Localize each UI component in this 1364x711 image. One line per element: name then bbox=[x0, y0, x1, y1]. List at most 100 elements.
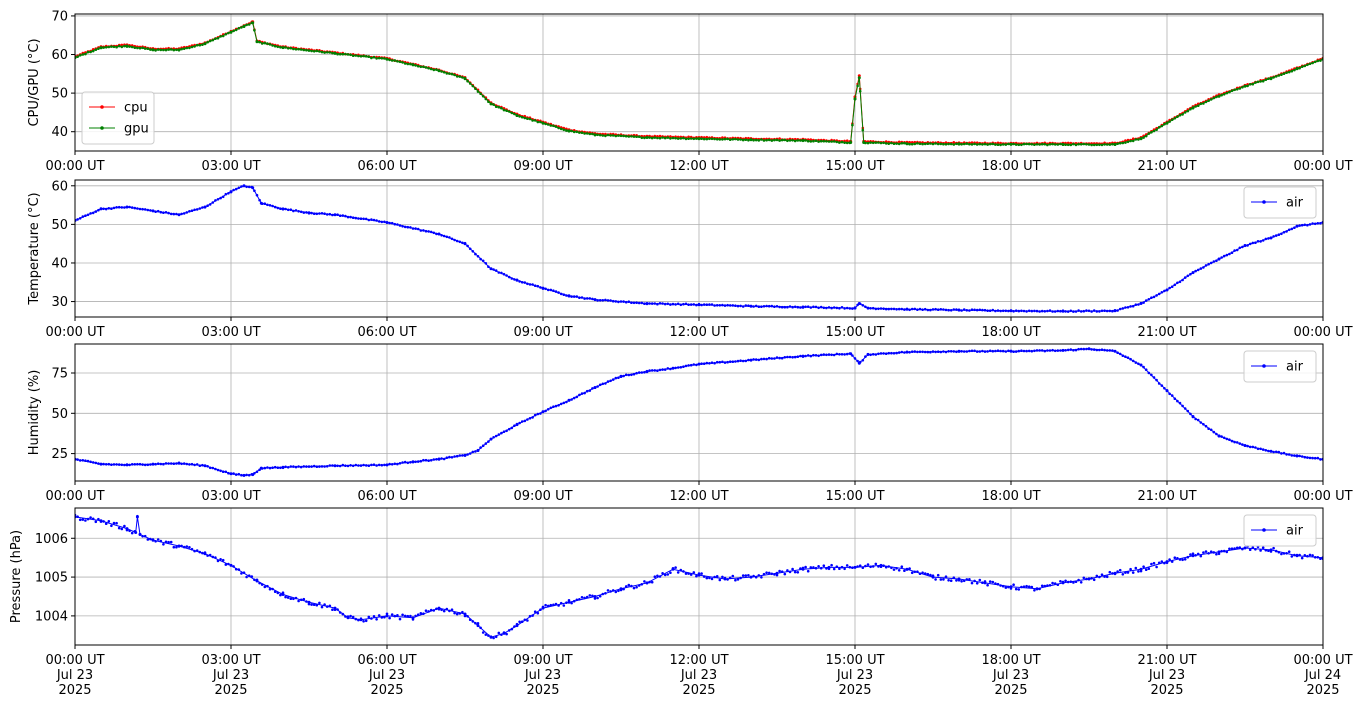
data-point bbox=[502, 430, 506, 434]
data-point bbox=[921, 142, 924, 146]
data-point bbox=[97, 208, 100, 212]
data-point bbox=[351, 54, 355, 57]
data-point bbox=[991, 349, 995, 353]
data-point bbox=[341, 463, 345, 467]
data-point bbox=[900, 141, 904, 145]
data-point bbox=[435, 68, 438, 71]
data-point bbox=[497, 433, 501, 436]
data-point bbox=[164, 540, 168, 544]
x-tick-label: 00:00 UT bbox=[45, 159, 104, 174]
data-point bbox=[520, 420, 524, 423]
data-point bbox=[281, 465, 285, 469]
data-point bbox=[939, 578, 943, 581]
data-point bbox=[1306, 554, 1309, 558]
data-point bbox=[1025, 584, 1028, 588]
data-point bbox=[614, 300, 618, 303]
data-point bbox=[575, 395, 579, 399]
data-point bbox=[1108, 570, 1112, 574]
x-tick-label: 12:00 UT Jul 23 2025 bbox=[669, 653, 728, 698]
data-point bbox=[427, 610, 430, 613]
data-point bbox=[164, 462, 168, 465]
data-point bbox=[583, 132, 586, 135]
data-point bbox=[107, 207, 111, 210]
data-point bbox=[606, 299, 610, 302]
data-point bbox=[931, 308, 935, 311]
data-point bbox=[448, 72, 451, 75]
data-point bbox=[133, 463, 137, 466]
data-point bbox=[1189, 412, 1192, 416]
data-point bbox=[539, 412, 542, 415]
series-air bbox=[75, 513, 1323, 640]
data-point bbox=[406, 225, 410, 229]
data-point bbox=[585, 132, 589, 135]
data-point bbox=[1254, 241, 1257, 244]
data-point bbox=[1209, 98, 1213, 101]
data-point bbox=[1183, 111, 1187, 114]
data-point bbox=[1155, 294, 1158, 297]
data-point bbox=[1012, 350, 1015, 354]
data-point bbox=[328, 464, 332, 467]
data-point bbox=[806, 139, 810, 143]
data-point bbox=[905, 307, 909, 311]
data-point bbox=[1022, 309, 1026, 313]
data-point bbox=[214, 467, 217, 471]
data-point bbox=[923, 350, 927, 354]
data-point bbox=[240, 473, 243, 477]
data-point bbox=[167, 540, 170, 544]
data-point bbox=[851, 123, 854, 127]
data-point bbox=[432, 458, 436, 461]
data-point bbox=[1207, 427, 1210, 431]
data-point bbox=[429, 67, 433, 71]
legend-marker-air bbox=[1262, 528, 1266, 532]
data-point bbox=[767, 571, 771, 575]
data-point bbox=[146, 47, 150, 50]
data-point bbox=[1118, 568, 1122, 572]
data-point bbox=[180, 462, 183, 466]
data-point bbox=[1261, 79, 1265, 83]
data-point bbox=[318, 212, 321, 215]
data-point bbox=[273, 44, 277, 48]
data-point bbox=[349, 53, 352, 57]
data-point bbox=[770, 304, 774, 308]
data-point bbox=[489, 437, 493, 441]
data-point bbox=[1147, 371, 1151, 375]
data-point bbox=[492, 268, 495, 271]
data-point bbox=[848, 565, 852, 569]
data-point bbox=[188, 463, 191, 466]
data-point bbox=[146, 208, 150, 212]
data-point bbox=[903, 308, 906, 311]
data-point bbox=[968, 142, 971, 146]
data-point bbox=[754, 575, 758, 579]
data-point bbox=[1233, 547, 1236, 550]
y-tick-label: 1006 bbox=[35, 532, 68, 547]
data-point bbox=[159, 48, 163, 52]
data-point bbox=[731, 360, 735, 364]
data-point bbox=[76, 458, 79, 461]
data-point bbox=[1066, 141, 1070, 145]
data-point bbox=[1176, 115, 1179, 118]
data-point bbox=[874, 562, 878, 566]
data-point bbox=[973, 142, 976, 146]
legend: air bbox=[1243, 514, 1317, 547]
data-point bbox=[879, 563, 883, 567]
data-point bbox=[1248, 548, 1252, 551]
data-point bbox=[130, 45, 134, 49]
data-point bbox=[1131, 304, 1135, 308]
data-point bbox=[949, 579, 953, 582]
data-point bbox=[523, 618, 527, 622]
data-point bbox=[1163, 561, 1166, 565]
data-point bbox=[117, 526, 121, 530]
data-point bbox=[752, 574, 755, 578]
data-point bbox=[1030, 349, 1034, 353]
data-point bbox=[572, 599, 576, 603]
legend-marker-gpu bbox=[100, 126, 104, 130]
data-point bbox=[310, 211, 313, 215]
data-point bbox=[1311, 456, 1314, 460]
data-point bbox=[372, 218, 376, 222]
data-point bbox=[674, 566, 677, 569]
data-point bbox=[546, 288, 550, 292]
data-point bbox=[728, 138, 732, 141]
data-point bbox=[739, 359, 742, 363]
data-point bbox=[385, 463, 389, 467]
data-point bbox=[1293, 553, 1296, 557]
